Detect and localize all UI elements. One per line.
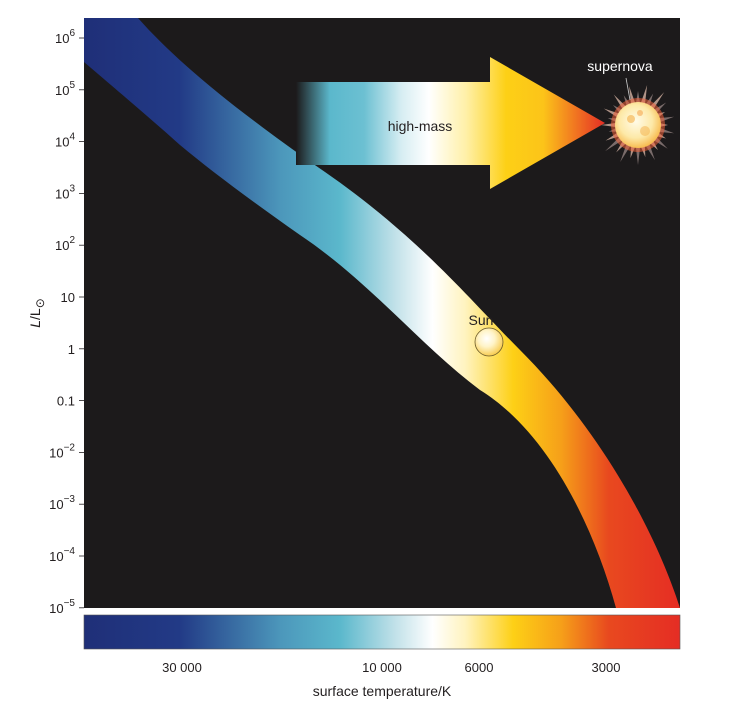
y-tick-label: 103 <box>55 183 75 201</box>
sun-label: Sun <box>469 312 494 328</box>
supernova-pointer <box>625 77 631 101</box>
x-tick-label: 6000 <box>465 660 494 675</box>
y-tick-label: 102 <box>55 235 75 253</box>
temperature-color-bar <box>83 614 681 650</box>
y-axis-title: L/L⊙ <box>27 298 47 328</box>
y-tick-label: 105 <box>55 80 75 98</box>
y-tick-label: 10 <box>61 290 75 305</box>
x-tick-label: 30 000 <box>162 660 202 675</box>
x-axis-title: surface temperature/K <box>313 683 452 699</box>
y-tick-label: 10−3 <box>49 494 75 512</box>
y-tick-label: 104 <box>55 132 75 150</box>
y-tick-label: 1 <box>68 342 75 357</box>
x-tick-label: 3000 <box>592 660 621 675</box>
arrow-label: high-mass <box>388 118 453 134</box>
y-tick-label: 10−4 <box>49 546 75 564</box>
supernova-icon <box>601 85 675 165</box>
supernova-label: supernova <box>587 58 653 74</box>
y-tick-label: 10−2 <box>49 442 75 460</box>
y-tick-label: 0.1 <box>57 394 75 409</box>
sun-icon <box>474 327 504 357</box>
y-tick-label: 106 <box>55 28 75 46</box>
x-tick-label: 10 000 <box>362 660 402 675</box>
y-tick-label: 10−5 <box>49 598 75 616</box>
main-sequence-band <box>84 18 680 608</box>
high-mass-arrow <box>296 57 605 189</box>
